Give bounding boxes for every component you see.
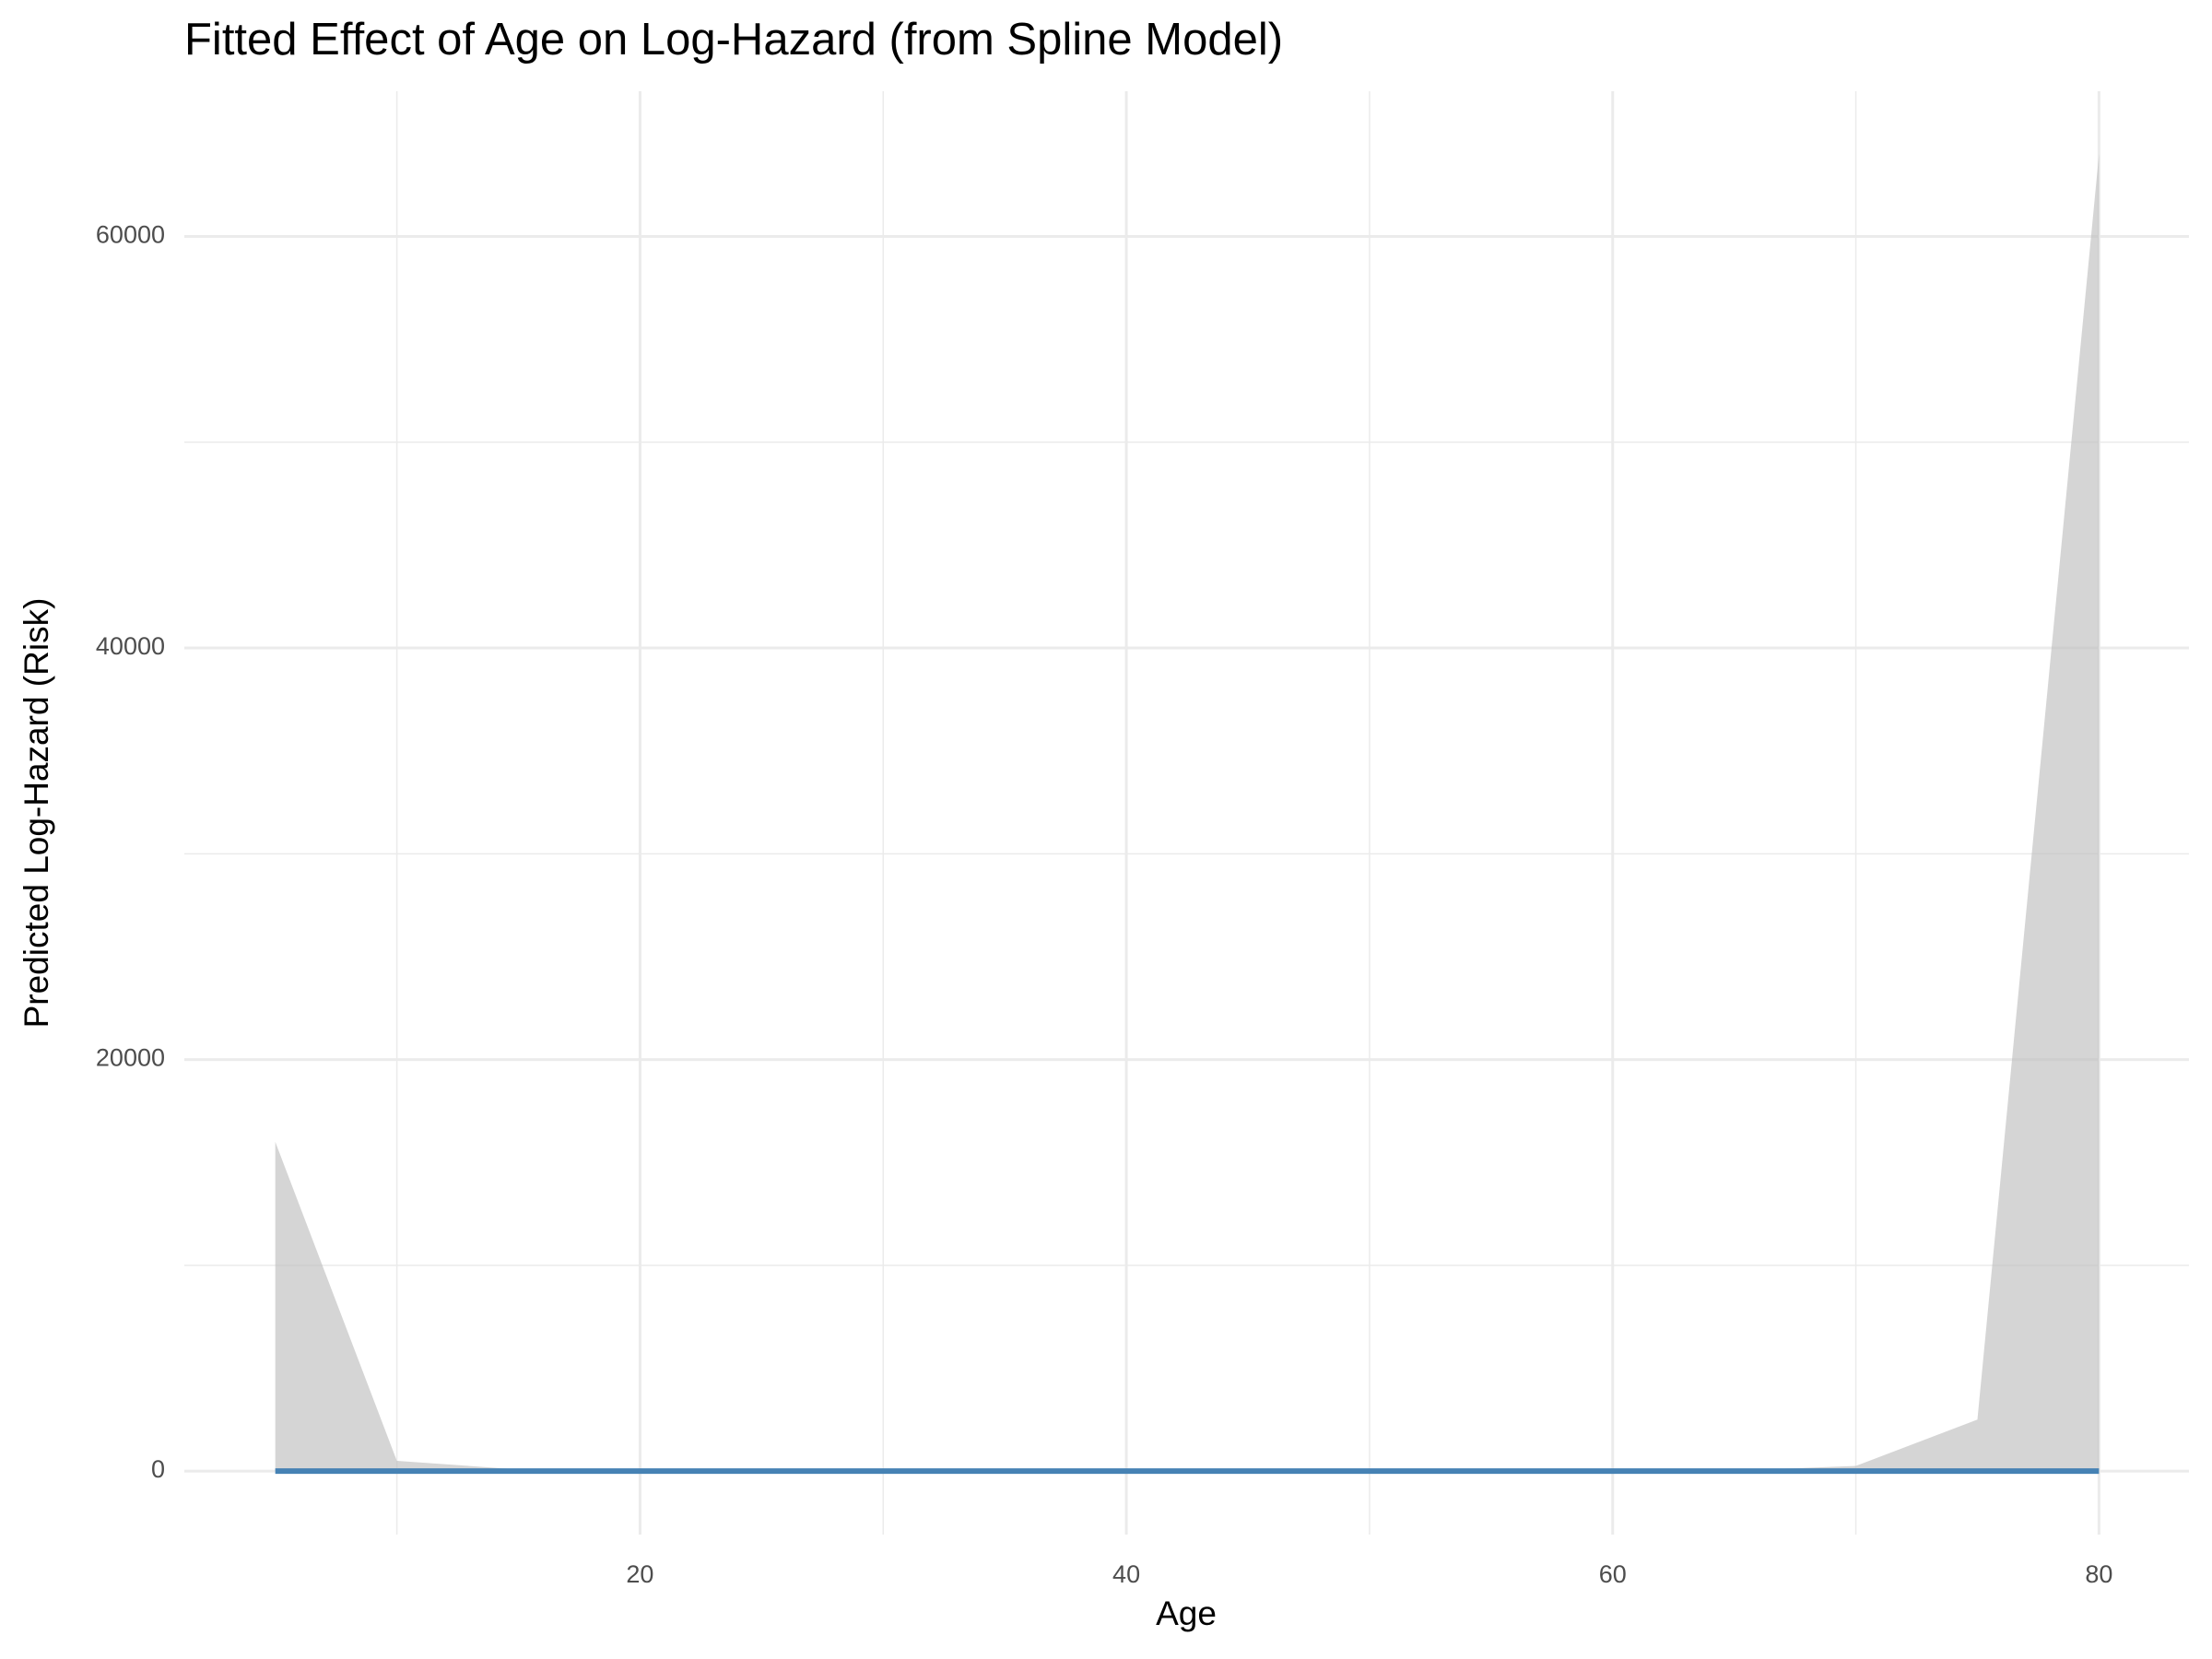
chart-title: Fitted Effect of Age on Log-Hazard (from… [184,15,1283,65]
confidence-band [275,154,2100,1472]
y-tick-label: 20000 [96,1044,165,1072]
y-axis-title: Predicted Log-Hazard (Risk) [18,598,55,1029]
y-tick-label: 60000 [96,221,165,249]
y-tick-label: 0 [151,1455,165,1483]
x-tick-label: 40 [1112,1560,1140,1588]
x-tick-label: 60 [1599,1560,1627,1588]
x-tick-label: 20 [626,1560,653,1588]
x-tick-label: 80 [2085,1560,2112,1588]
y-tick-label: 40000 [96,632,165,660]
x-axis-title: Age [1156,1594,1217,1632]
